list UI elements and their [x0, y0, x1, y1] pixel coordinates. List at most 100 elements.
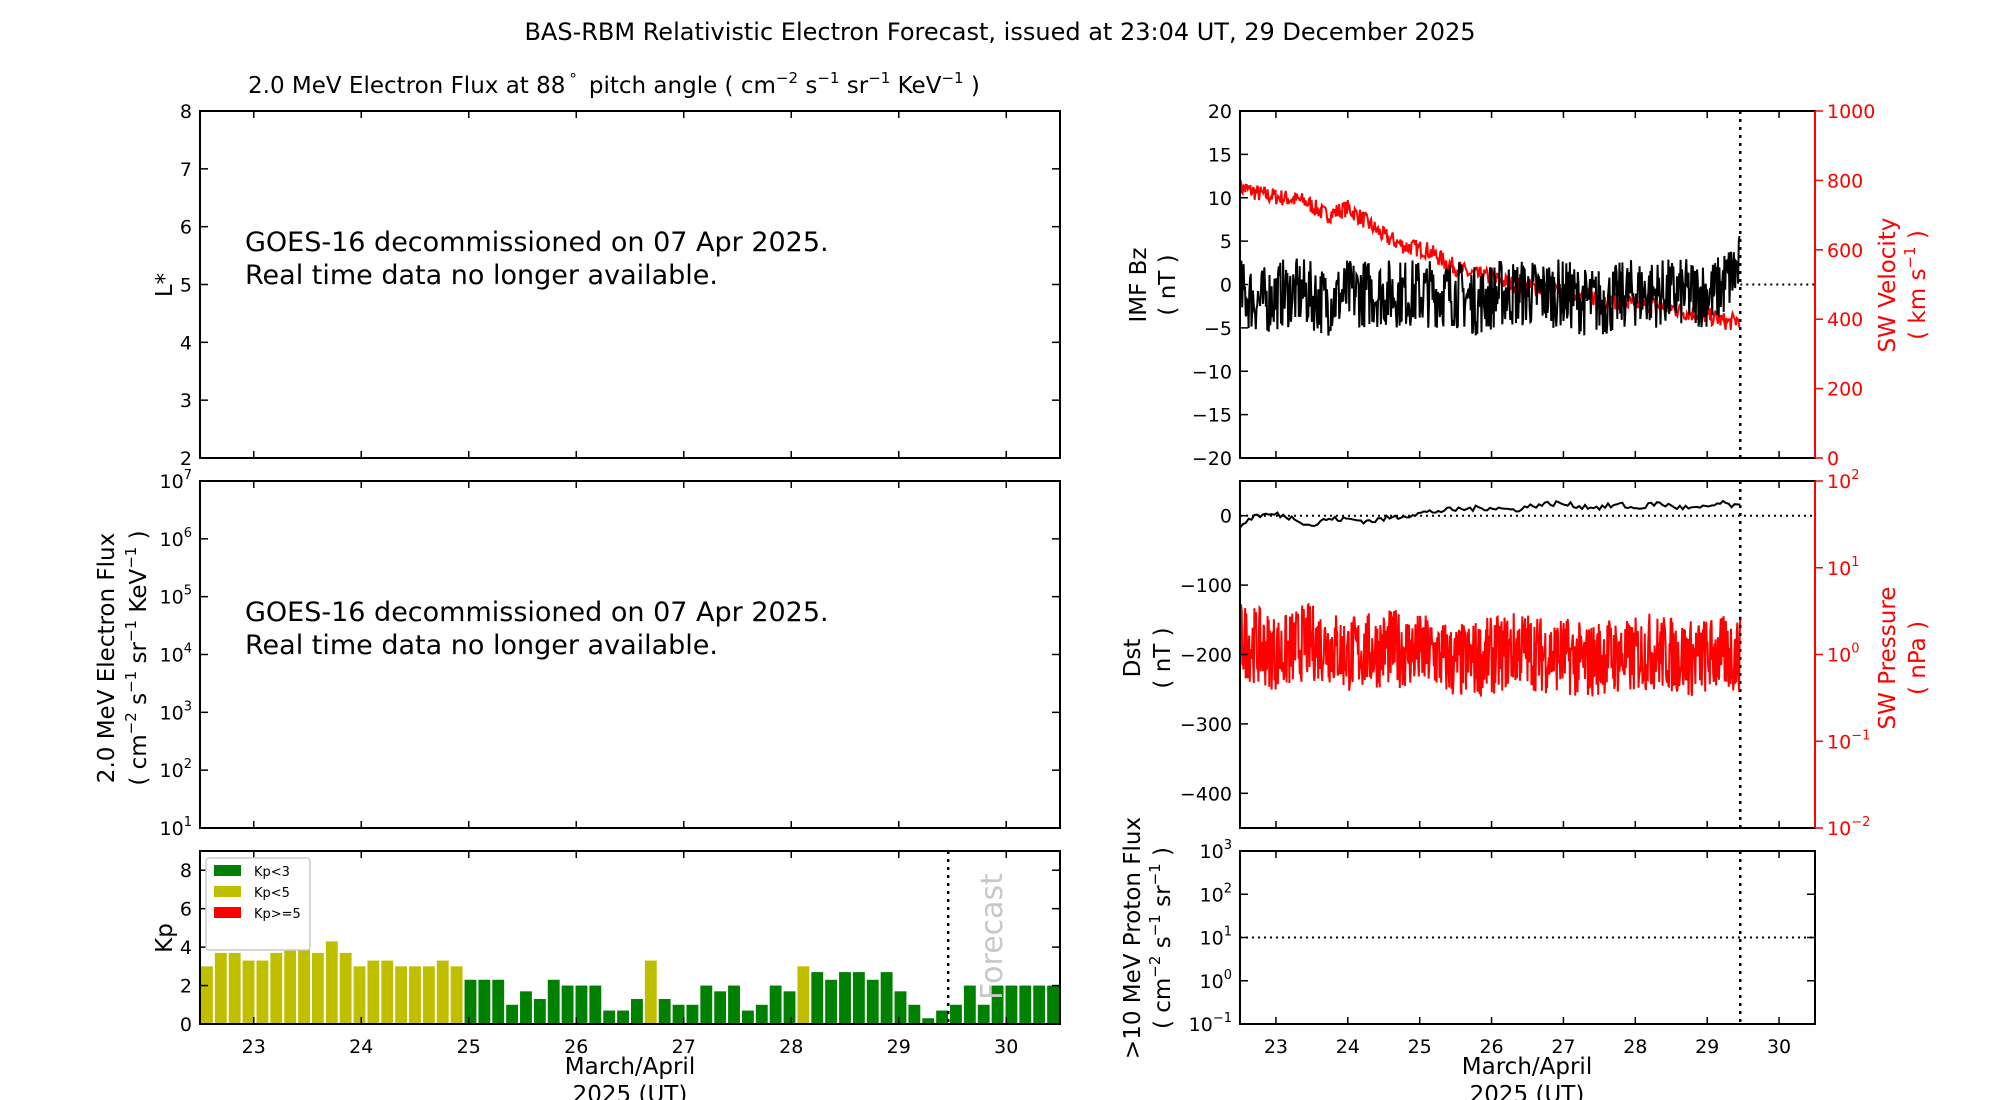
- imf-bz-line: [1239, 235, 1741, 336]
- kp-bar: [353, 966, 366, 1024]
- y-tick-label: 2: [180, 976, 192, 998]
- kp-bar: [201, 966, 213, 1024]
- x-tick-label: 30: [1767, 1036, 1791, 1058]
- kp-bar: [1019, 985, 1032, 1024]
- kp-y-label: Kp: [152, 923, 178, 953]
- imf-right-y-axis: 0 200 400 600 800 1000: [1814, 101, 1875, 470]
- imf-series-group: [1239, 111, 1815, 458]
- y-tick-label: 102: [1827, 468, 1859, 493]
- y-tick-label: 8: [180, 101, 192, 123]
- lstar-panel-title: 2.0 MeV Electron Flux at 88 ° pitch angle …: [248, 69, 980, 99]
- lstar-x-ticks: [253, 111, 1007, 458]
- x-tick-label: 24: [1336, 1036, 1360, 1058]
- y-tick-label: 200: [1827, 379, 1863, 401]
- legend-swatch-kp-high: [214, 907, 241, 918]
- imf-y-units: ( nT ): [1155, 254, 1181, 315]
- proton-x-label-line-2: 2025 (UT): [1470, 1082, 1585, 1100]
- y-tick-label: 100: [1200, 968, 1232, 993]
- kp-bar: [1005, 985, 1018, 1024]
- kp-x-axis: 23 24 25 26 27 28 29 30: [242, 851, 1018, 1058]
- kp-bar: [950, 1004, 962, 1024]
- flux-y-units: ( cm−2 s−1 sr−1 KeV−1 ): [122, 530, 152, 785]
- y-tick-label: 101: [1200, 925, 1232, 950]
- kp-bar: [783, 991, 796, 1024]
- kp-bar: [478, 979, 491, 1024]
- kp-bar: [728, 985, 740, 1024]
- x-tick-label: 29: [887, 1036, 911, 1058]
- flux-y-axis: 101 102 103 104 105 106 107: [160, 468, 1060, 840]
- kp-bar: [755, 1004, 768, 1024]
- y-tick-label: 5: [1220, 231, 1232, 253]
- dst-y-label: Dst: [1120, 639, 1146, 678]
- kp-bar: [866, 979, 879, 1024]
- kp-bar: [908, 1004, 921, 1024]
- y-tick-label: 101: [160, 815, 192, 840]
- sw-pressure-label: SW Pressure: [1875, 587, 1901, 730]
- kp-bar: [214, 952, 227, 1024]
- proton-series-group: [1240, 851, 1815, 1024]
- legend-box: [205, 857, 311, 951]
- kp-bar: [617, 1010, 629, 1024]
- sw-velocity-units: ( km s−1 ): [1901, 230, 1931, 340]
- kp-bar: [922, 1018, 935, 1024]
- legend-label-kp-low: Kp<3: [254, 865, 290, 880]
- proton-x-axis: 23 24 25 26 27 28 29 30: [1264, 851, 1791, 1058]
- y-tick-label: 102: [1200, 881, 1232, 906]
- kp-bar: [339, 952, 352, 1024]
- y-tick-label: 103: [1200, 838, 1232, 863]
- kp-bar: [963, 985, 976, 1024]
- y-tick-label: 103: [160, 699, 192, 724]
- kp-bar: [284, 947, 297, 1024]
- kp-bar: [797, 966, 810, 1024]
- y-tick-label: 800: [1827, 170, 1863, 192]
- proton-y-label: >10 MeV Proton Flux: [1120, 817, 1146, 1059]
- lstar-y-label: L*: [152, 273, 178, 297]
- y-tick-label: 7: [180, 159, 192, 181]
- lstar-message-line-2: Real time data no longer available.: [245, 260, 718, 291]
- kp-bar: [1033, 985, 1046, 1024]
- kp-bar: [506, 1004, 519, 1024]
- kp-x-label-line-1: March/April: [565, 1054, 695, 1080]
- y-tick-label: 2: [180, 448, 192, 470]
- kp-bar: [533, 999, 546, 1024]
- kp-bar-series: [201, 941, 1059, 1024]
- kp-bar: [825, 979, 838, 1024]
- flux-x-ticks: [253, 481, 1007, 828]
- x-tick-label: 26: [1479, 1036, 1503, 1058]
- dst-x-ticks: [1275, 481, 1780, 828]
- imf-y-label: IMF Bz: [1126, 247, 1152, 322]
- y-tick-label: 5: [180, 275, 192, 297]
- figure-title: BAS-RBM Relativistic Electron Forecast, …: [524, 18, 1475, 46]
- kp-bar: [894, 991, 907, 1024]
- kp-bar: [547, 979, 560, 1024]
- kp-bar: [367, 960, 380, 1024]
- kp-bar: [977, 1004, 990, 1024]
- kp-bar: [936, 1010, 949, 1024]
- kp-bar: [298, 947, 310, 1024]
- x-tick-label: 28: [1623, 1036, 1647, 1058]
- x-tick-label: 27: [672, 1036, 696, 1058]
- kp-bar: [672, 1004, 685, 1024]
- flux-message-line-1: GOES-16 decommissioned on 07 Apr 2025.: [245, 597, 829, 628]
- kp-bar: [769, 985, 782, 1024]
- dst-left-y-axis: 0 −100 −200 −300 −400: [1180, 506, 1248, 805]
- flux-message-line-2: Real time data no longer available.: [245, 630, 718, 661]
- y-tick-label: −300: [1180, 714, 1232, 736]
- y-tick-label: 3: [180, 390, 192, 412]
- y-tick-label: −400: [1180, 783, 1232, 805]
- y-tick-label: −100: [1180, 575, 1232, 597]
- y-tick-label: 105: [160, 584, 192, 609]
- y-tick-label: 10−2: [1827, 815, 1870, 840]
- x-tick-label: 25: [457, 1036, 481, 1058]
- proton-x-label-line-1: March/April: [1462, 1054, 1592, 1080]
- dst-line: [1239, 499, 1741, 529]
- lstar-y-axis: 2 3 4 5 6 7 8: [180, 101, 1060, 470]
- kp-bar: [561, 985, 574, 1024]
- kp-bar: [880, 972, 893, 1024]
- kp-plot-frame: [199, 850, 1061, 1025]
- y-tick-label: 600: [1827, 240, 1863, 262]
- y-tick-label: 10−1: [1189, 1011, 1232, 1036]
- kp-bar: [741, 1010, 754, 1024]
